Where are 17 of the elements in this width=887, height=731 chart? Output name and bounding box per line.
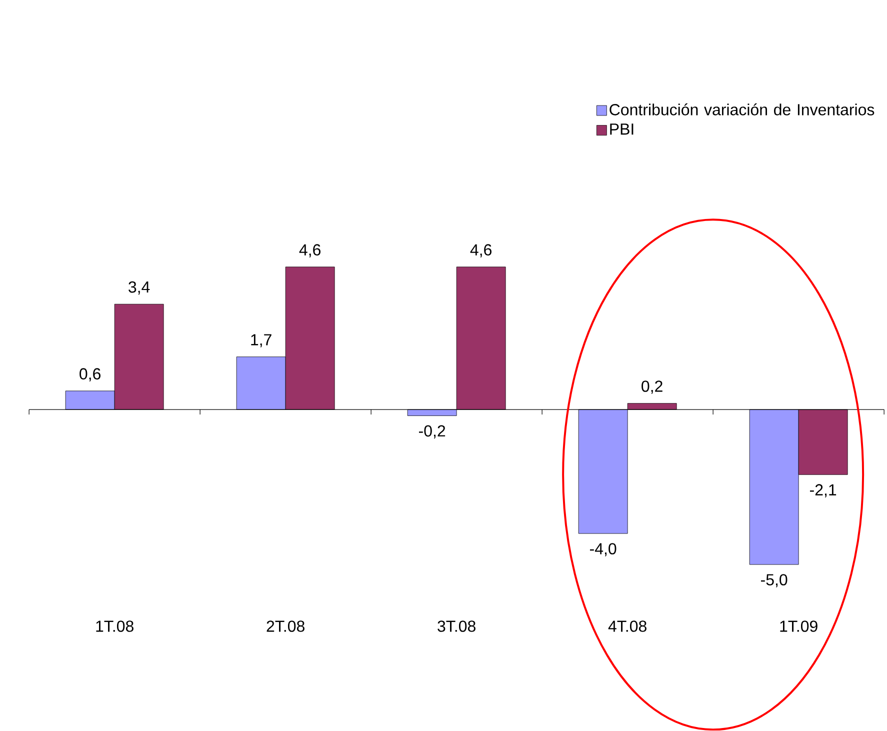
x-tick-label: 1T.08 — [96, 620, 134, 632]
data-label: -5,0 — [760, 574, 788, 588]
data-label: -0,2 — [418, 425, 446, 439]
legend-label: Contribución variación de Inventarios — [610, 104, 874, 116]
data-label: 4,6 — [299, 244, 320, 258]
data-label: -2,1 — [810, 484, 836, 498]
x-tick-label: 2T.08 — [266, 620, 304, 632]
x-tick-label: 3T.08 — [438, 620, 476, 632]
data-label: 0,2 — [642, 380, 662, 394]
data-label: 1,7 — [251, 334, 272, 348]
x-tick-label: 4T.08 — [608, 620, 646, 632]
legend-label: PBI — [610, 124, 634, 135]
x-tick-label: 1T.09 — [780, 620, 818, 632]
data-label: 3,4 — [128, 282, 150, 295]
data-label: -4,0 — [590, 543, 616, 556]
data-label: 0,6 — [80, 368, 100, 382]
data-label: 4,6 — [470, 244, 492, 258]
